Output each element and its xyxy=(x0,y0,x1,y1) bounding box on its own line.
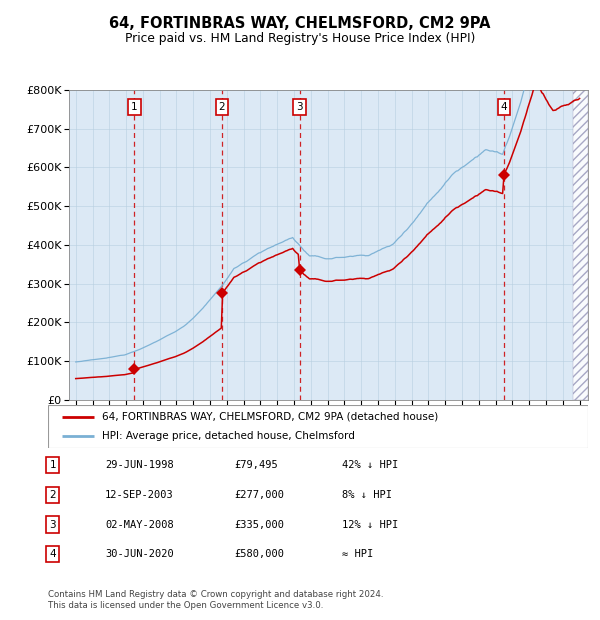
Text: 4: 4 xyxy=(49,549,56,559)
Text: 12% ↓ HPI: 12% ↓ HPI xyxy=(342,520,398,529)
Text: 12-SEP-2003: 12-SEP-2003 xyxy=(105,490,174,500)
Text: £580,000: £580,000 xyxy=(234,549,284,559)
Text: 29-JUN-1998: 29-JUN-1998 xyxy=(105,460,174,470)
Text: £79,495: £79,495 xyxy=(234,460,278,470)
Text: Price paid vs. HM Land Registry's House Price Index (HPI): Price paid vs. HM Land Registry's House … xyxy=(125,32,475,45)
Text: 02-MAY-2008: 02-MAY-2008 xyxy=(105,520,174,529)
Text: 30-JUN-2020: 30-JUN-2020 xyxy=(105,549,174,559)
Bar xyxy=(573,90,588,400)
Text: 3: 3 xyxy=(49,520,56,529)
Text: £277,000: £277,000 xyxy=(234,490,284,500)
Text: 4: 4 xyxy=(500,102,507,112)
Text: £335,000: £335,000 xyxy=(234,520,284,529)
Text: ≈ HPI: ≈ HPI xyxy=(342,549,373,559)
Text: 1: 1 xyxy=(131,102,137,112)
Text: HPI: Average price, detached house, Chelmsford: HPI: Average price, detached house, Chel… xyxy=(102,432,355,441)
Text: 2: 2 xyxy=(49,490,56,500)
Text: Contains HM Land Registry data © Crown copyright and database right 2024.
This d: Contains HM Land Registry data © Crown c… xyxy=(48,590,383,609)
Text: 42% ↓ HPI: 42% ↓ HPI xyxy=(342,460,398,470)
Text: 1: 1 xyxy=(49,460,56,470)
Text: 3: 3 xyxy=(296,102,303,112)
Text: 64, FORTINBRAS WAY, CHELMSFORD, CM2 9PA: 64, FORTINBRAS WAY, CHELMSFORD, CM2 9PA xyxy=(109,16,491,31)
Text: 8% ↓ HPI: 8% ↓ HPI xyxy=(342,490,392,500)
Text: 2: 2 xyxy=(218,102,225,112)
Text: 64, FORTINBRAS WAY, CHELMSFORD, CM2 9PA (detached house): 64, FORTINBRAS WAY, CHELMSFORD, CM2 9PA … xyxy=(102,412,438,422)
